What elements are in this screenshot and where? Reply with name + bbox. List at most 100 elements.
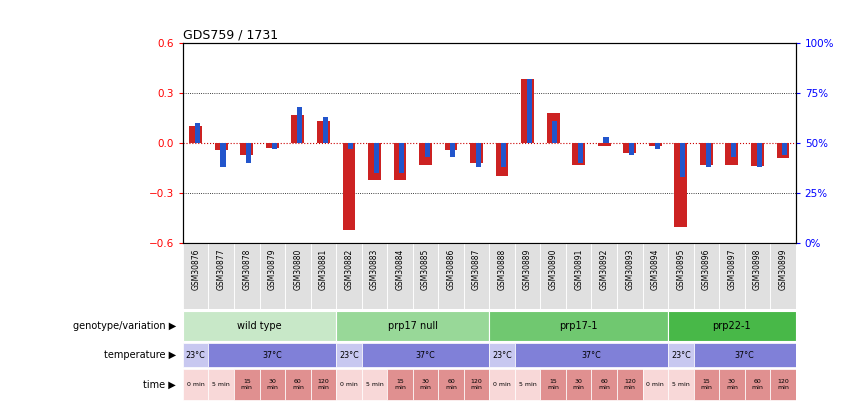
Bar — [348, 143, 353, 149]
Bar — [643, 369, 668, 400]
Bar — [515, 243, 540, 309]
Bar — [336, 243, 362, 309]
Text: 0 min: 0 min — [187, 382, 204, 387]
Bar — [694, 369, 719, 400]
Text: 30
min: 30 min — [726, 379, 738, 390]
Text: GDS759 / 1731: GDS759 / 1731 — [183, 28, 278, 41]
Text: GSM30892: GSM30892 — [600, 249, 608, 290]
Text: 15
min: 15 min — [394, 379, 406, 390]
Bar — [387, 369, 413, 400]
Bar — [438, 243, 464, 309]
Bar — [425, 143, 430, 157]
Bar — [617, 243, 643, 309]
Text: time ▶: time ▶ — [144, 379, 176, 390]
Text: GSM30891: GSM30891 — [574, 249, 583, 290]
Bar — [214, 143, 228, 150]
Bar — [208, 343, 336, 367]
Text: GSM30888: GSM30888 — [498, 249, 506, 290]
Bar — [271, 143, 277, 149]
Text: GSM30885: GSM30885 — [421, 249, 430, 290]
Text: 23°C: 23°C — [186, 351, 206, 360]
Bar — [745, 369, 770, 400]
Bar — [566, 243, 591, 309]
Bar — [183, 243, 208, 309]
Text: 5 min: 5 min — [519, 382, 536, 387]
Bar — [489, 343, 515, 367]
Bar — [495, 143, 509, 177]
Text: 120
min: 120 min — [317, 379, 329, 390]
Bar — [770, 243, 796, 309]
Bar — [719, 243, 745, 309]
Bar — [190, 126, 203, 143]
Text: 23°C: 23°C — [339, 351, 359, 360]
Text: 120
min: 120 min — [777, 379, 789, 390]
Text: GSM30897: GSM30897 — [728, 249, 736, 290]
Text: GSM30880: GSM30880 — [294, 249, 302, 290]
Text: 60
min: 60 min — [751, 379, 763, 390]
Bar — [342, 143, 356, 230]
Bar — [527, 79, 532, 143]
Bar — [540, 243, 566, 309]
Bar — [643, 243, 668, 309]
Text: 15
min: 15 min — [547, 379, 559, 390]
Text: GSM30882: GSM30882 — [345, 249, 353, 290]
Bar — [603, 137, 608, 143]
Bar — [623, 143, 637, 153]
Bar — [770, 369, 796, 400]
Text: 0 min: 0 min — [494, 382, 511, 387]
Bar — [668, 311, 796, 341]
Bar — [668, 343, 694, 367]
Bar — [731, 143, 736, 157]
Bar — [183, 343, 208, 367]
Bar — [674, 143, 688, 227]
Text: GSM30899: GSM30899 — [779, 249, 787, 290]
Text: 23°C: 23°C — [492, 351, 512, 360]
Bar — [420, 143, 432, 165]
Bar — [489, 311, 668, 341]
Bar — [694, 343, 796, 367]
Bar — [591, 243, 617, 309]
Bar — [598, 143, 611, 146]
Bar — [220, 143, 226, 167]
Bar — [285, 369, 311, 400]
Bar — [208, 243, 234, 309]
Text: GSM30887: GSM30887 — [472, 249, 481, 290]
Bar — [591, 369, 617, 400]
Bar — [183, 311, 336, 341]
Text: 5 min: 5 min — [213, 382, 230, 387]
Bar — [297, 107, 302, 143]
Text: 5 min: 5 min — [672, 382, 689, 387]
Bar — [572, 143, 585, 165]
Text: GSM30889: GSM30889 — [523, 249, 532, 290]
Text: GSM30896: GSM30896 — [702, 249, 711, 290]
Text: GSM30877: GSM30877 — [217, 249, 226, 290]
Bar — [266, 143, 278, 148]
Bar — [323, 117, 328, 143]
Bar — [241, 143, 254, 155]
Text: GSM30884: GSM30884 — [396, 249, 404, 290]
Bar — [336, 369, 362, 400]
Text: 120
min: 120 min — [471, 379, 483, 390]
Bar — [285, 243, 311, 309]
Bar — [668, 243, 694, 309]
Bar — [751, 143, 764, 166]
Bar — [649, 143, 662, 146]
Text: GSM30895: GSM30895 — [677, 249, 685, 290]
Text: 120
min: 120 min — [624, 379, 636, 390]
Bar — [725, 143, 739, 165]
Bar — [489, 243, 515, 309]
Bar — [438, 369, 464, 400]
Text: prp17 null: prp17 null — [388, 321, 437, 330]
Bar — [311, 243, 336, 309]
Text: 5 min: 5 min — [366, 382, 383, 387]
Bar — [654, 143, 660, 149]
Text: GSM30894: GSM30894 — [651, 249, 660, 290]
Text: GSM30878: GSM30878 — [243, 249, 251, 290]
Bar — [617, 369, 643, 400]
Bar — [368, 143, 380, 180]
Bar — [464, 243, 489, 309]
Text: 60
min: 60 min — [598, 379, 610, 390]
Bar — [317, 121, 330, 143]
Bar — [719, 369, 745, 400]
Bar — [246, 143, 251, 163]
